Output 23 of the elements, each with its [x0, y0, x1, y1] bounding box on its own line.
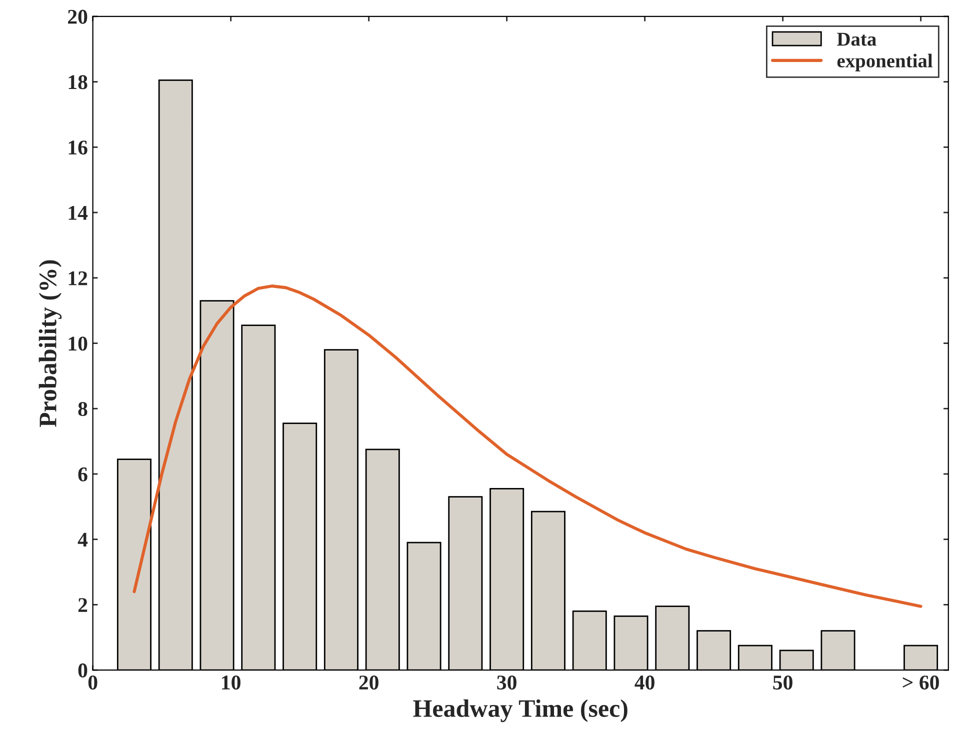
y-axis-title: Probability (%)	[38, 260, 62, 427]
y-tick-label: 20	[68, 10, 88, 24]
x-tick-label: 30	[497, 676, 516, 690]
y-tick-label: 18	[68, 75, 88, 90]
y-tick-label: 6	[78, 467, 88, 482]
x-axis-title: Headway Time (sec)	[413, 699, 628, 722]
x-tick-label: 20	[359, 676, 378, 690]
legend-label: Data	[837, 32, 876, 46]
line-series	[132, 284, 922, 608]
x-tick-label: 0	[88, 676, 98, 690]
y-tick-label: 12	[68, 271, 88, 286]
x-tick-label: 10	[222, 676, 240, 690]
y-tick-label: 16	[68, 140, 88, 155]
y-tick-label: 10	[68, 336, 88, 351]
x-tick-label: 40	[634, 676, 654, 690]
y-tick-label: 14	[68, 206, 88, 220]
y-tick-label: 0	[78, 663, 88, 678]
y-tick-label: 4	[78, 532, 88, 547]
legend-label: exponential	[837, 54, 933, 72]
x-tick-label: 50	[773, 676, 792, 690]
y-tick-label: 8	[78, 402, 88, 416]
y-tick-label: 2	[78, 598, 88, 612]
x-tick-label: > 60	[902, 676, 939, 690]
